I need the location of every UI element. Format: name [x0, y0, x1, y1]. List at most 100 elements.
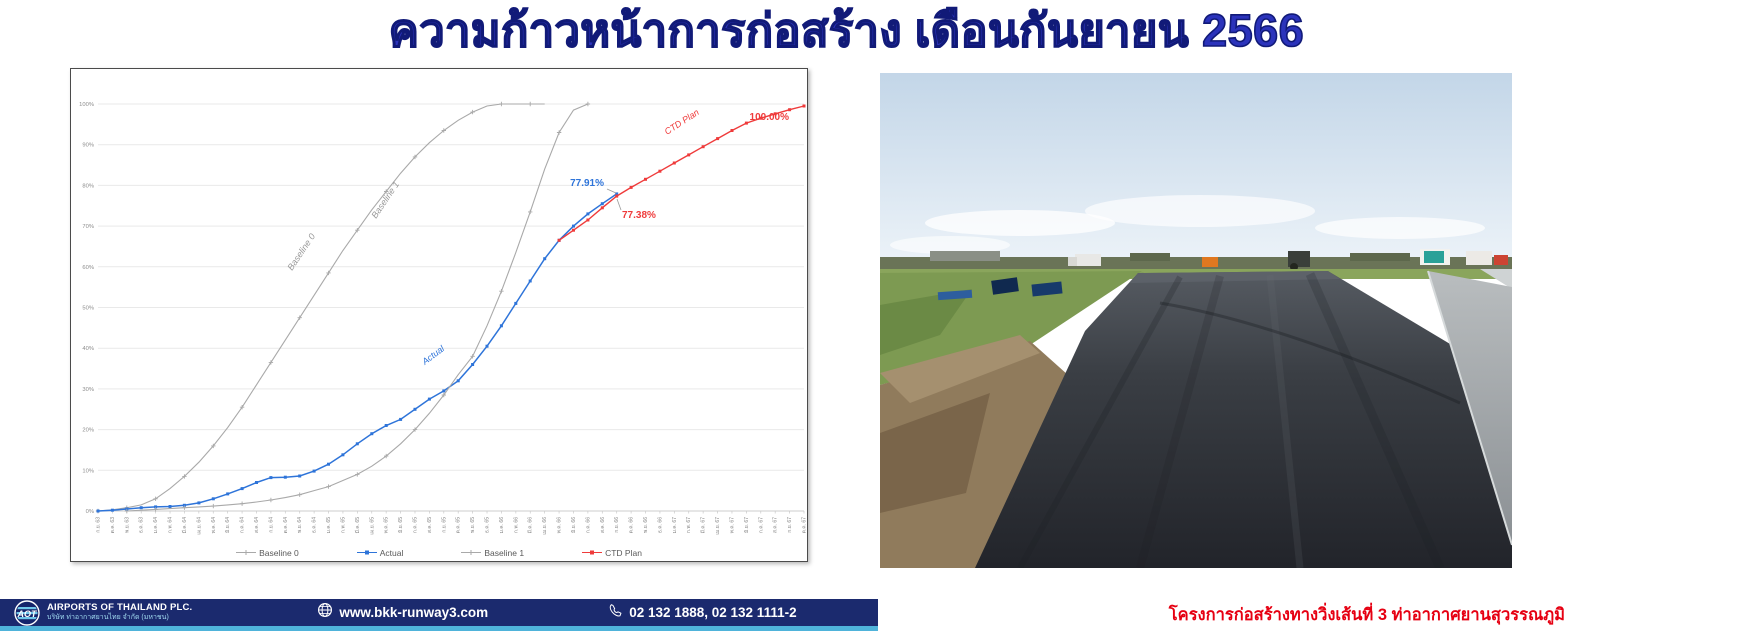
runway-asphalt: [975, 271, 1512, 568]
svg-text:ก.พ. 65: ก.พ. 65: [340, 517, 346, 533]
company-name-thai: บริษัท ท่าอากาศยานไทย จำกัด (มหาชน): [47, 613, 169, 621]
legend-label: Actual: [379, 547, 404, 558]
svg-text:มี.ค. 64: มี.ค. 64: [181, 517, 188, 534]
svg-text:40%: 40%: [82, 346, 94, 352]
chart-legend: Baseline 0 Actual Baseline 1 CTD Plan: [71, 547, 807, 558]
svg-text:พ.ค. 67: พ.ค. 67: [729, 517, 735, 534]
svg-text:มิ.ย. 66: มิ.ย. 66: [570, 517, 577, 533]
svg-text:มี.ค. 67: มี.ค. 67: [700, 517, 707, 534]
globe-icon: [317, 602, 333, 623]
legend-item: Actual: [356, 547, 404, 558]
svg-text:90%: 90%: [82, 143, 94, 149]
svg-text:พ.ย. 63: พ.ย. 63: [124, 517, 130, 533]
svg-text:0%: 0%: [86, 509, 94, 515]
svg-text:77.91%: 77.91%: [570, 178, 604, 189]
svg-text:ก.ค. 66: ก.ค. 66: [585, 517, 591, 533]
svg-text:ก.ย. 63: ก.ย. 63: [96, 517, 102, 533]
svg-text:พ.ค. 66: พ.ค. 66: [557, 517, 563, 534]
svg-text:ก.พ. 67: ก.พ. 67: [686, 517, 692, 533]
blue-panels: [937, 277, 1063, 301]
svg-text:ส.ค. 64: ส.ค. 64: [254, 517, 260, 533]
progress-chart: 0% 10% 20% 30% 40% 50% 60% 70% 80% 90% 100% ก.ย. 63…: [79, 101, 808, 535]
svg-text:ก.ย. 64: ก.ย. 64: [268, 517, 274, 533]
svg-text:ก.ค. 64: ก.ค. 64: [240, 517, 246, 533]
svg-text:ต.ค. 63: ต.ค. 63: [110, 517, 116, 534]
svg-text:ส.ค. 67: ส.ค. 67: [773, 517, 779, 533]
svg-text:10%: 10%: [82, 468, 94, 474]
construction-photo: [880, 73, 1512, 568]
legend-label: Baseline 1: [484, 547, 525, 558]
sky: [880, 73, 1512, 273]
svg-text:พ.ย. 64: พ.ย. 64: [297, 517, 303, 533]
svg-text:20%: 20%: [82, 428, 94, 434]
svg-text:ธ.ค. 63: ธ.ค. 63: [139, 517, 145, 533]
runway-shoulder: [1427, 269, 1512, 546]
svg-text:100.00%: 100.00%: [750, 112, 790, 123]
svg-text:Actual: Actual: [419, 343, 447, 367]
svg-text:ต.ค. 66: ต.ค. 66: [629, 517, 635, 534]
legend-item: CTD Plan: [582, 547, 642, 558]
svg-text:77.38%: 77.38%: [622, 210, 656, 221]
svg-text:ธ.ค. 65: ธ.ค. 65: [485, 517, 491, 533]
svg-text:30%: 30%: [82, 387, 94, 393]
svg-text:ธ.ค. 66: ธ.ค. 66: [657, 517, 663, 533]
svg-text:พ.ค. 64: พ.ค. 64: [211, 517, 217, 534]
company-block: AIRPORTS OF THAILAND PLC. บริษัท ท่าอากา…: [47, 602, 193, 621]
svg-text:พ.ย. 65: พ.ย. 65: [470, 517, 476, 533]
svg-text:Baseline 0: Baseline 0: [285, 232, 317, 272]
svg-text:พ.ย. 66: พ.ย. 66: [643, 517, 649, 533]
svg-text:ก.ย. 65: ก.ย. 65: [441, 517, 447, 533]
horizon-vehicles: [1068, 249, 1508, 271]
svg-text:ต.ค. 65: ต.ค. 65: [456, 517, 462, 534]
svg-text:CTD Plan: CTD Plan: [663, 107, 701, 137]
svg-text:มิ.ย. 64: มิ.ย. 64: [224, 517, 231, 533]
svg-text:เม.ย. 67: เม.ย. 67: [715, 517, 721, 535]
svg-text:ม.ค. 67: ม.ค. 67: [672, 517, 678, 534]
dirt-foreground: [880, 335, 1068, 568]
svg-text:เม.ย. 65: เม.ย. 65: [369, 517, 375, 535]
svg-text:ก.ย. 66: ก.ย. 66: [614, 517, 620, 533]
svg-text:ส.ค. 66: ส.ค. 66: [600, 517, 606, 533]
aot-logo: AOT: [14, 599, 40, 626]
svg-text:80%: 80%: [82, 183, 94, 189]
construction-photo-art: [880, 73, 1512, 568]
svg-text:ก.ค. 65: ก.ค. 65: [412, 517, 418, 533]
svg-text:มิ.ย. 65: มิ.ย. 65: [397, 517, 404, 533]
svg-text:เม.ย. 64: เม.ย. 64: [196, 517, 202, 535]
svg-text:100%: 100%: [79, 102, 94, 108]
svg-text:มิ.ย. 67: มิ.ย. 67: [743, 517, 750, 533]
svg-text:ต.ค. 64: ต.ค. 64: [283, 517, 289, 534]
svg-text:ก.ค. 67: ก.ค. 67: [758, 517, 764, 533]
svg-text:พ.ค. 65: พ.ค. 65: [384, 517, 390, 534]
footer-bar: AOT AIRPORTS OF THAILAND PLC. บริษัท ท่า…: [0, 599, 878, 626]
legend-item: Baseline 1: [461, 547, 524, 558]
phone-group: 02 132 1888, 02 132 1111-2: [608, 603, 797, 623]
treeline: [880, 251, 1512, 271]
svg-text:AOT: AOT: [17, 609, 39, 619]
legend-label: Baseline 0: [259, 547, 299, 558]
phone-number: 02 132 1888, 02 132 1111-2: [629, 605, 797, 620]
svg-text:50%: 50%: [82, 306, 94, 312]
svg-text:ก.พ. 66: ก.พ. 66: [513, 517, 519, 533]
website-url: www.bkk-runway3.com: [339, 605, 489, 620]
website-group: www.bkk-runway3.com: [317, 602, 488, 623]
footer-accent-strip: [0, 626, 878, 631]
company-name: AIRPORTS OF THAILAND PLC.: [47, 602, 193, 614]
svg-text:ม.ค. 66: ม.ค. 66: [499, 517, 505, 534]
svg-text:ม.ค. 64: ม.ค. 64: [153, 517, 159, 534]
svg-text:เม.ย. 66: เม.ย. 66: [542, 517, 548, 535]
svg-text:มี.ค. 66: มี.ค. 66: [527, 517, 534, 534]
legend-item: Baseline 0: [236, 547, 299, 558]
svg-text:ส.ค. 65: ส.ค. 65: [427, 517, 433, 533]
page-title: ความก้าวหน้าการก่อสร้าง เดือนกันยายน 256…: [388, 4, 1305, 57]
project-title-thai: โครงการก่อสร้างทางวิ่งเส้นที่ 3 ท่าอากาศ…: [1168, 606, 1565, 624]
svg-text:ม.ค. 65: ม.ค. 65: [326, 517, 332, 534]
svg-text:ธ.ค. 64: ธ.ค. 64: [312, 517, 318, 533]
phone-icon: [608, 603, 623, 623]
progress-chart-panel: 0% 10% 20% 30% 40% 50% 60% 70% 80% 90% 100% ก.ย. 63…: [70, 68, 808, 562]
legend-label: CTD Plan: [605, 547, 642, 558]
svg-text:ต.ค. 67: ต.ค. 67: [802, 517, 808, 534]
svg-text:60%: 60%: [82, 265, 94, 271]
svg-text:ก.พ. 64: ก.พ. 64: [168, 517, 174, 533]
